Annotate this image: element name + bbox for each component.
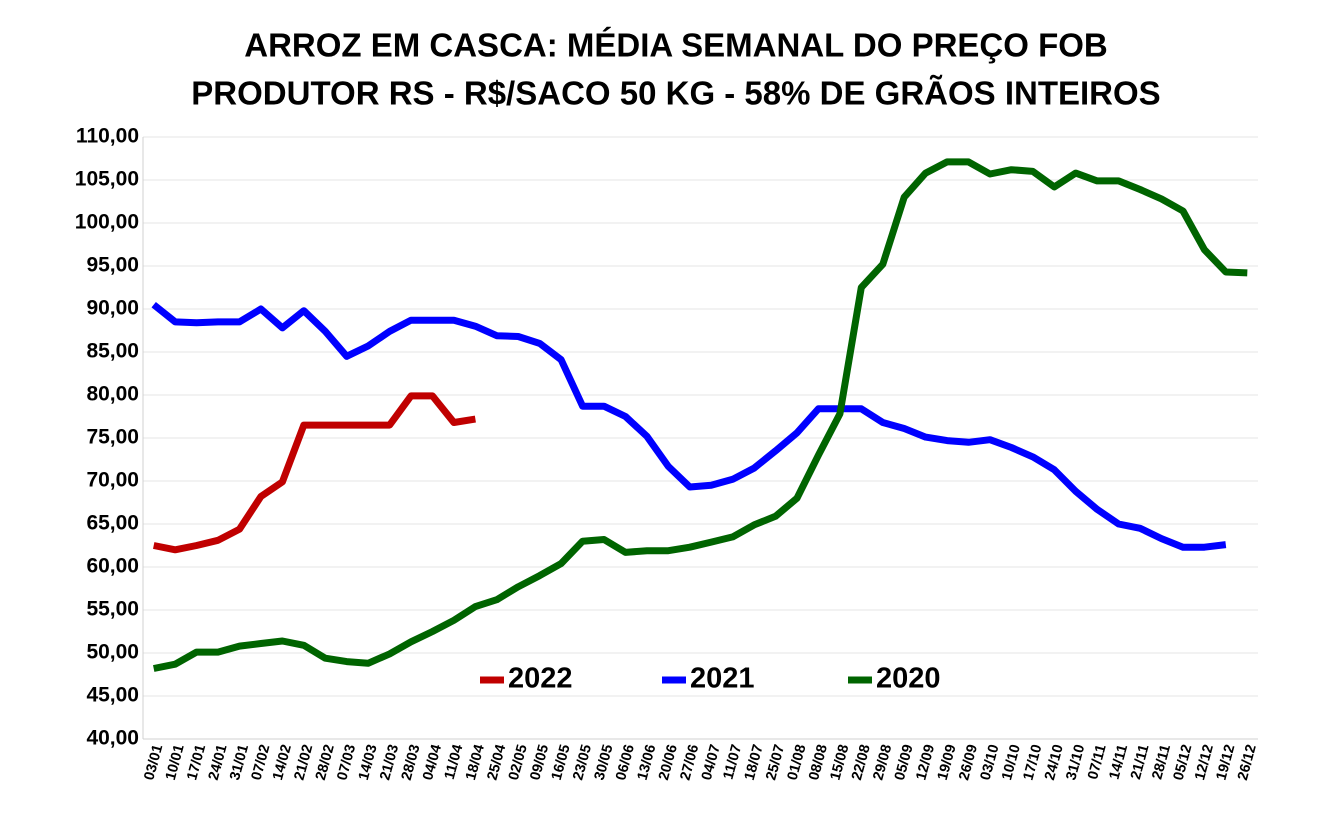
y-tick-label: 50,00 [86,641,139,664]
y-tick-label: 55,00 [86,598,139,621]
y-tick-label: 80,00 [86,383,139,406]
y-tick-label: 45,00 [86,684,139,707]
x-tick-label: 26/12 [1235,743,1260,782]
chart-title: PRODUTOR RS - R$/SACO 50 KG - 58% DE GRÃ… [191,75,1160,112]
legend-label: 2020 [876,663,941,695]
legend-label: 2022 [508,663,573,695]
y-tick-label: 75,00 [86,426,139,449]
y-tick-label: 65,00 [86,512,139,535]
y-tick-label: 105,00 [75,168,139,191]
y-tick-label: 60,00 [86,555,139,578]
y-tick-label: 95,00 [86,254,139,277]
line-series [151,301,1227,551]
chart-title: ARROZ EM CASCA: MÉDIA SEMANAL DO PREÇO F… [244,27,1108,64]
y-tick-label: 40,00 [86,727,139,750]
line-series [153,158,1248,672]
legend-label: 2021 [690,663,755,695]
y-tick-label: 90,00 [86,297,139,320]
y-tick-label: 100,00 [75,211,139,234]
y-tick-label: 85,00 [86,340,139,363]
y-tick-label: 110,00 [76,125,139,148]
line-series [153,392,476,554]
y-tick-label: 70,00 [86,469,139,492]
